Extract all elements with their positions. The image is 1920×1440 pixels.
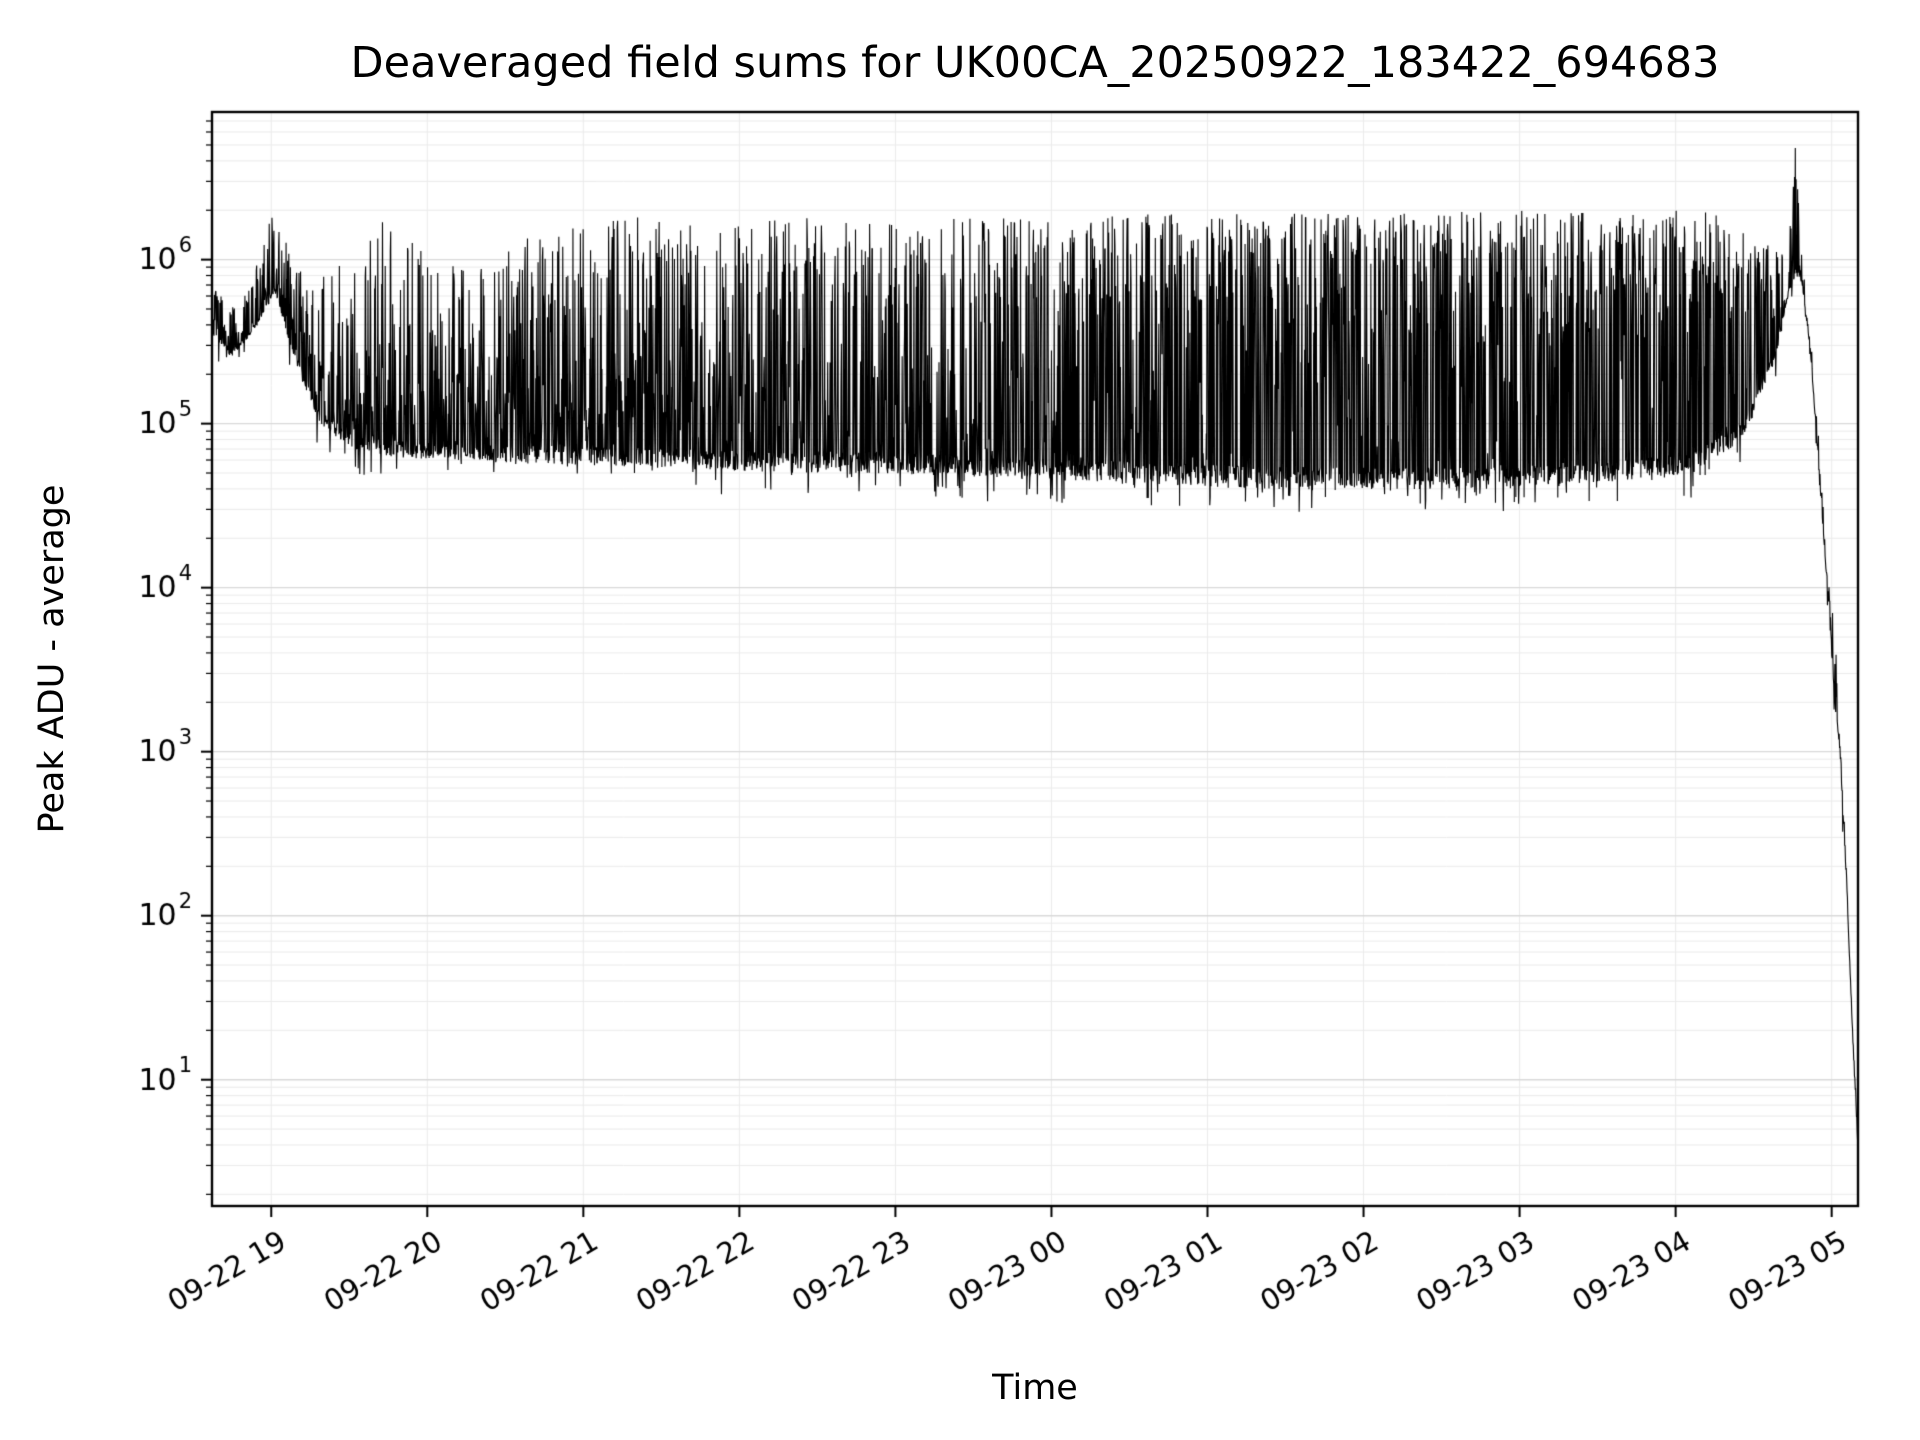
chart-title: Deaveraged field sums for UK00CA_2025092… (350, 38, 1720, 88)
y-axis-label: Peak ADU - average (32, 484, 72, 834)
x-axis-label: Time (992, 1368, 1078, 1408)
